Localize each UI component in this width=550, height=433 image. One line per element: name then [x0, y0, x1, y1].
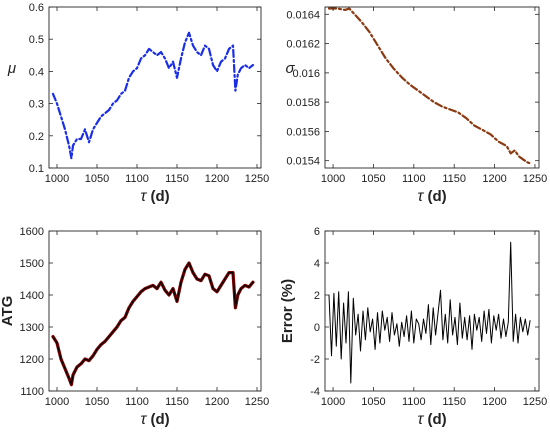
y-tick-label: 0.4	[29, 66, 44, 78]
y-tick-label: 1500	[20, 258, 44, 270]
panel-mu: 1000 1050 1100 1150 1200 1250 0.1 0.2 0.3 0.4 0.5 0…	[7, 2, 269, 205]
x-axis-label: τ (d)	[417, 411, 446, 428]
y-tick-label: 0	[314, 322, 320, 334]
y-tick-label: 1200	[20, 354, 44, 366]
y-tick-label: 0.3	[29, 99, 44, 111]
x-tick-label: 1100	[402, 396, 426, 408]
plot-frame	[324, 6, 540, 169]
y-tick-label: 4	[314, 258, 320, 270]
x-tick-label: 1050	[361, 396, 385, 408]
y-tick-label: 0.5	[29, 34, 44, 46]
x-tick-label: 1000	[45, 173, 69, 185]
y-tick-label: 0.0164	[286, 9, 320, 21]
plot-frame	[48, 230, 262, 392]
x-tick-label: 1050	[85, 173, 109, 185]
series-line-3-0	[328, 241, 531, 384]
x-axis-label: τ (d)	[140, 188, 169, 205]
y-tick-label: 1300	[20, 322, 44, 334]
series-line-0-0	[51, 31, 255, 160]
x-axis-label: τ (d)	[140, 411, 169, 428]
x-tick-label: 1150	[165, 173, 189, 185]
series-line-1-0	[327, 7, 533, 165]
x-tick-label: 1200	[205, 173, 229, 185]
y-tick-label: 0.016	[292, 68, 320, 80]
y-tick-label: 0.0156	[286, 126, 320, 138]
y-tick-label: -2	[310, 354, 320, 366]
series-line-2-1	[52, 262, 254, 386]
y-tick-label: 1600	[20, 226, 44, 238]
y-axis-label: σ	[285, 60, 295, 77]
x-tick-label: 1050	[85, 396, 109, 408]
plot-frame	[324, 230, 540, 392]
x-tick-label: 1150	[442, 173, 466, 185]
x-tick-label: 1250	[523, 396, 547, 408]
x-axis-label: τ (d)	[417, 188, 446, 205]
y-tick-label: 0.2	[29, 131, 44, 143]
panel-atg: 1000 1050 1100 1150 1200 1250 1100 1200 1300 1400…	[0, 226, 269, 428]
y-tick-label: 2	[314, 290, 320, 302]
plot-frame	[48, 6, 262, 169]
y-tick-label: 0.0154	[286, 156, 320, 168]
y-tick-label: 0.0162	[286, 39, 320, 51]
x-tick-label: 1000	[45, 396, 69, 408]
x-tick-label: 1200	[205, 396, 229, 408]
y-axis-label: ATG	[0, 296, 16, 327]
y-axis-label: μ	[7, 60, 16, 77]
x-tick-label: 1000	[321, 396, 345, 408]
y-tick-label: 0.0158	[286, 97, 320, 109]
x-tick-label: 1000	[321, 173, 345, 185]
x-tick-label: 1100	[125, 173, 149, 185]
panel-sigma: 1000 1050 1100 1150 1200 1250 0.0154 0.0156 0.01…	[285, 6, 547, 205]
x-tick-label: 1200	[482, 396, 506, 408]
x-tick-label: 1150	[165, 396, 189, 408]
x-tick-label: 1150	[442, 396, 466, 408]
x-tick-label: 1100	[402, 173, 426, 185]
x-tick-label: 1050	[361, 173, 385, 185]
y-tick-label: 0.6	[29, 2, 44, 14]
x-tick-label: 1100	[125, 396, 149, 408]
y-tick-label: -4	[310, 386, 320, 398]
y-tick-label: 1400	[20, 290, 44, 302]
x-tick-label: 1250	[245, 173, 269, 185]
y-tick-label: 1100	[20, 386, 44, 398]
x-tick-label: 1250	[245, 396, 269, 408]
x-tick-label: 1200	[482, 173, 506, 185]
x-tick-label: 1250	[523, 173, 547, 185]
y-tick-label: 0.1	[29, 163, 44, 175]
y-tick-label: 6	[314, 226, 320, 238]
panel-error: 1000 1050 1100 1150 1200 1250 -4 -2 0 2 4 6 τ (d) Err…	[279, 226, 547, 428]
y-axis-label: Error (%)	[279, 279, 296, 343]
